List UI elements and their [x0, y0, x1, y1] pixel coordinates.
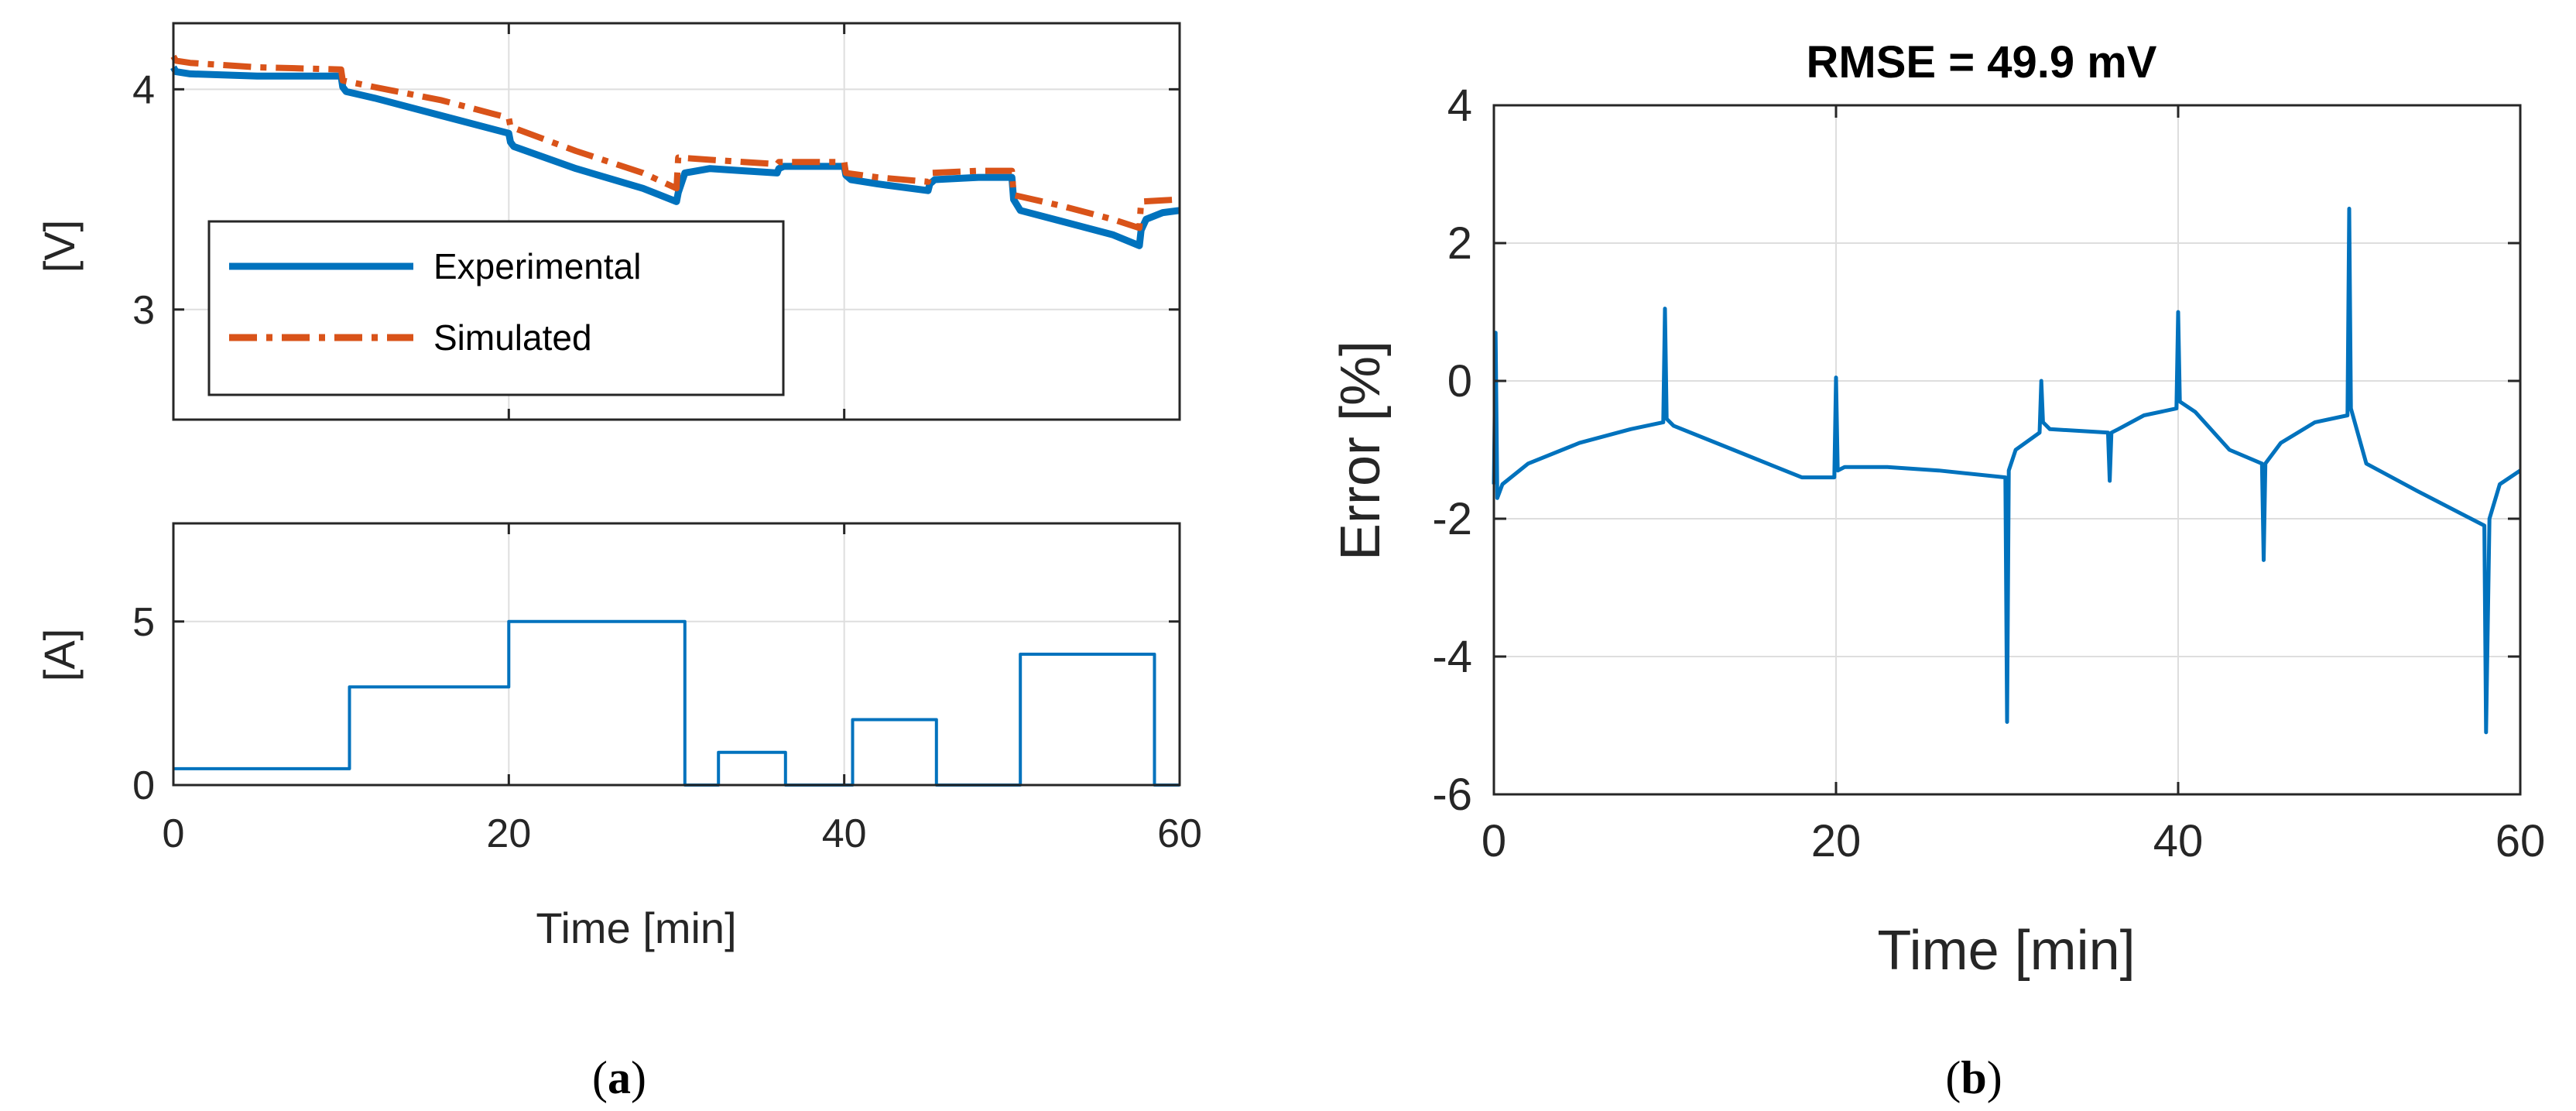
x-tick-label: 60: [1157, 811, 1202, 856]
x-tick-label: 60: [2496, 816, 2546, 866]
simulated-series-line: [170, 54, 1180, 231]
experimental-series-line: [170, 65, 1180, 249]
current-x-axis-label: Time [min]: [536, 904, 736, 952]
legend-label-simulated: Simulated: [433, 317, 592, 358]
voltage-legend: Experimental Simulated: [207, 220, 785, 396]
x-tick-label: 40: [822, 811, 867, 856]
y-tick-label: 3: [132, 288, 155, 333]
x-tick-label: 0: [163, 811, 185, 856]
error-chart-title: RMSE = 49.9 mV: [1807, 37, 2157, 87]
y-tick-label: 4: [132, 67, 155, 112]
panel-label-b: (b): [1945, 1052, 2002, 1103]
y-tick-label: -6: [1432, 770, 1472, 820]
current-series: [173, 619, 1180, 787]
voltage-chart: 34 [V] Experimental Simulated: [35, 22, 1181, 421]
y-tick-label: 2: [1447, 218, 1472, 269]
data-series-line: [1492, 207, 2522, 735]
y-tick-label: 0: [1447, 356, 1472, 406]
error-x-axis-label: Time [min]: [1877, 920, 2135, 982]
current-ticks: 0 5 0 20 40 60: [132, 523, 1202, 856]
current-plot-frame: [172, 522, 1181, 787]
voltage-y-ticks: 34: [132, 23, 1181, 420]
voltage-series: [170, 54, 1180, 249]
x-tick-label: 0: [1482, 816, 1506, 866]
y-tick-label: 5: [132, 600, 155, 645]
y-tick-label: 0: [132, 763, 155, 808]
error-plot-frame: [1492, 104, 2522, 796]
x-tick-label: 40: [2153, 816, 2204, 866]
data-series-line: [173, 619, 1180, 787]
y-tick-label: 4: [1447, 81, 1472, 131]
legend-label-experimental: Experimental: [433, 246, 641, 286]
y-tick-label: -2: [1432, 494, 1472, 544]
voltage-y-axis-label: [V]: [35, 220, 84, 273]
panel-label-a: (a): [592, 1052, 646, 1103]
current-y-axis-label: [A]: [35, 629, 84, 681]
voltage-plot-frame: [172, 22, 1181, 421]
error-y-axis-label: Error [%]: [1330, 341, 1392, 561]
x-tick-label: 20: [1811, 816, 1862, 866]
current-chart: 0 5 0 20 40 60 [A] Time [min]: [35, 522, 1202, 952]
legend-box: [207, 220, 785, 396]
y-tick-label: -4: [1432, 632, 1472, 682]
error-series: [1492, 207, 2522, 735]
x-tick-label: 20: [486, 811, 531, 856]
